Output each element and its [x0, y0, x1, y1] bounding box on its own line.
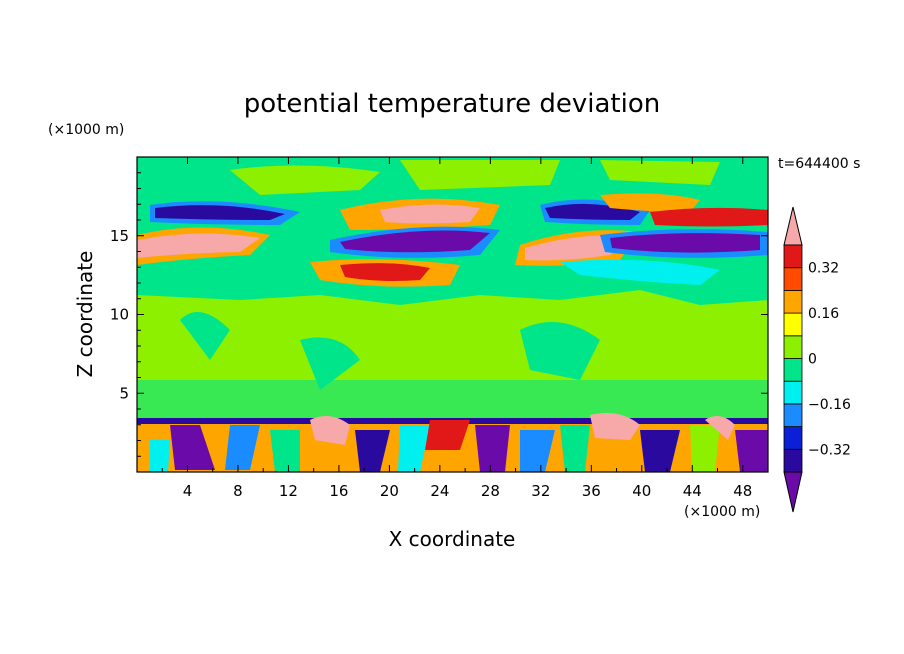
colorbar-bin: [783, 426, 803, 450]
colorbar-bin: [783, 267, 803, 291]
colorbar-tick-label: −0.16: [808, 397, 851, 413]
colorbar: 0.32 0.16 0 −0.16 −0.32: [783, 206, 851, 513]
colorbar-under-triangle: [783, 471, 803, 513]
x-tick-label: 48: [733, 482, 752, 500]
x-tick-label: 24: [430, 482, 449, 500]
x-unit-label: (×1000 m): [684, 504, 760, 520]
x-axis-label: X coordinate: [389, 527, 516, 551]
colorbar-bin: [783, 380, 803, 405]
colorbar-bin: [783, 312, 803, 337]
chart-title: potential temperature deviation: [244, 89, 660, 119]
colorbar-tick-label: 0.16: [808, 306, 839, 322]
x-tick-label: 44: [683, 482, 702, 500]
x-tick-label: 20: [380, 482, 399, 500]
x-tick-label: 40: [632, 482, 651, 500]
colorbar-bin: [783, 335, 803, 359]
x-tick-label: 36: [582, 482, 601, 500]
colorbar-bin: [783, 358, 803, 382]
colorbar-bin: [783, 403, 803, 427]
x-tick-label: 12: [279, 482, 298, 500]
colorbar-bin: [783, 289, 803, 314]
y-unit-label: (×1000 m): [48, 122, 124, 138]
colorbar-tick-label: −0.32: [808, 442, 851, 458]
colorbar-over-triangle: [783, 206, 803, 246]
contour-field: [137, 157, 768, 472]
y-tick-label: 15: [110, 227, 129, 245]
y-tick-label: 10: [110, 306, 129, 324]
x-tick-label: 28: [481, 482, 500, 500]
x-tick-label: 32: [531, 482, 550, 500]
time-label: t=644400 s: [778, 156, 860, 172]
x-tick-label: 16: [329, 482, 348, 500]
x-tick-label: 4: [183, 482, 193, 500]
y-axis-ticks: 5 10 15: [110, 172, 768, 457]
colorbar-bin: [783, 448, 803, 473]
colorbar-tick-label: 0: [808, 352, 817, 368]
colorbar-bin: [783, 244, 803, 269]
x-axis-ticks: 4 8 12 16 20 24 28 32 36 40 44 48: [161, 157, 752, 500]
x-tick-label: 8: [233, 482, 243, 500]
colorbar-tick-label: 0.32: [808, 261, 839, 277]
y-axis-label: Z coordinate: [73, 251, 97, 378]
y-tick-label: 5: [119, 384, 129, 402]
